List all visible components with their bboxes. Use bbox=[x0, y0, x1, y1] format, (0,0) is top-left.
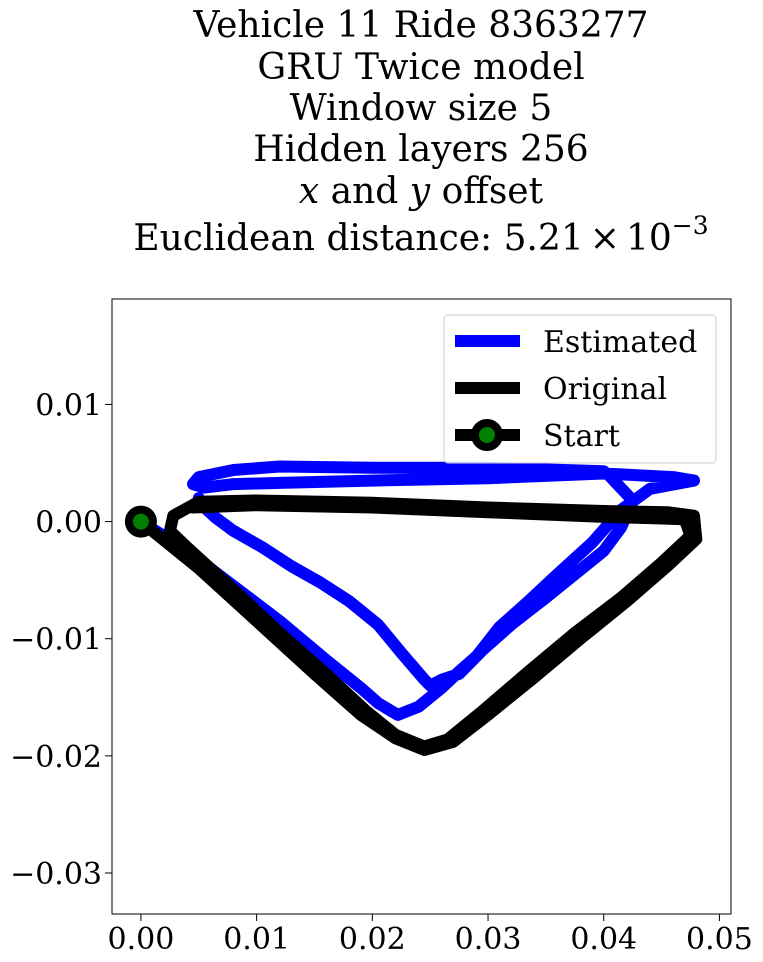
plot-frame bbox=[111, 298, 732, 915]
legend-box bbox=[443, 314, 717, 464]
title-distance-base: 10 bbox=[626, 218, 672, 259]
title-distance-times: × bbox=[590, 218, 620, 259]
legend-label-start: Start bbox=[543, 419, 620, 454]
title-offset-suffix: offset bbox=[430, 171, 543, 212]
x-tick-label: 0.01 bbox=[223, 922, 290, 957]
x-axis: 0.00 0.01 0.02 0.03 0.04 0.05 bbox=[108, 914, 753, 957]
legend-label-estimated: Estimated bbox=[543, 325, 697, 360]
x-tick-label: 0.02 bbox=[339, 922, 406, 957]
x-tick-label: 0.00 bbox=[108, 922, 175, 957]
series-line-estimated bbox=[134, 460, 700, 721]
title-line-1: Vehicle 11 Ride 8363277 bbox=[192, 5, 648, 46]
legend-label-original: Original bbox=[543, 372, 667, 407]
y-tick-label: −0.02 bbox=[10, 740, 102, 775]
legend: Estimated Original Start bbox=[443, 314, 717, 464]
y-tick-label: −0.03 bbox=[10, 857, 102, 892]
chart-title: Vehicle 11 Ride 8363277 GRU Twice model … bbox=[133, 5, 708, 259]
title-line-4: Hidden layers 256 bbox=[253, 129, 588, 170]
x-tick-label: 0.03 bbox=[455, 922, 522, 957]
title-distance-prefix: Euclidean distance: bbox=[133, 218, 503, 259]
y-axis: 0.01 0.00 −0.01 −0.02 −0.03 bbox=[10, 388, 112, 892]
series-line-original bbox=[134, 494, 703, 756]
title-line-6: Euclidean distance: 5.21 × 10−3 bbox=[133, 211, 708, 259]
y-tick-label: 0.01 bbox=[35, 388, 102, 423]
title-distance-mantissa: 5.21 bbox=[504, 218, 584, 259]
x-tick-label: 0.05 bbox=[686, 922, 753, 957]
y-tick-label: −0.01 bbox=[10, 623, 102, 658]
start-marker bbox=[124, 505, 157, 538]
legend-start-marker bbox=[471, 419, 503, 451]
title-line-3: Window size 5 bbox=[290, 88, 553, 129]
title-line-2: GRU Twice model bbox=[257, 47, 584, 88]
y-tick-label: 0.00 bbox=[35, 506, 102, 541]
title-line-5: x and y offset bbox=[299, 171, 544, 212]
title-distance-exponent: −3 bbox=[672, 211, 709, 240]
title-var-x: x bbox=[299, 171, 319, 212]
title-var-y: y bbox=[408, 171, 431, 212]
x-tick-label: 0.04 bbox=[570, 922, 637, 957]
title-conj: and bbox=[319, 171, 410, 212]
plot-lines bbox=[124, 460, 703, 756]
